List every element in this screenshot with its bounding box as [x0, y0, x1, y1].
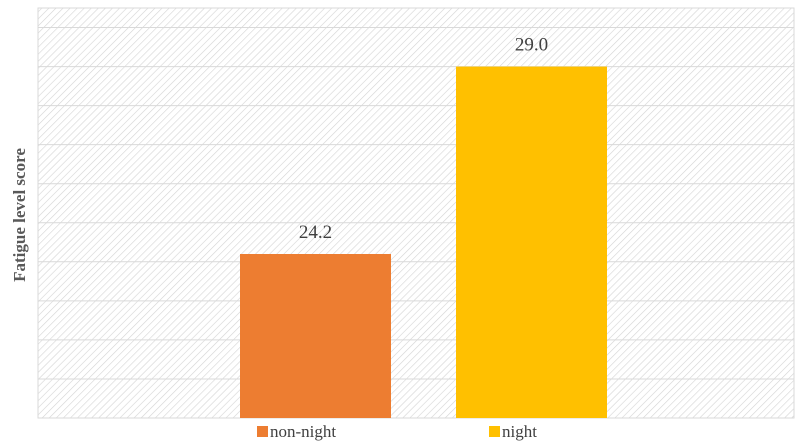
data-label-non-night: 24.2 [299, 222, 332, 243]
legend: non-night night [257, 422, 537, 441]
legend-swatch-non-night [257, 426, 268, 437]
bars [240, 66, 607, 419]
legend-label-night: night [502, 422, 537, 441]
y-axis-label: Fatigue level score [10, 148, 29, 282]
bar-non-night [240, 254, 391, 418]
data-labels: 24.2 29.0 [299, 35, 548, 243]
bar-night [456, 66, 607, 419]
legend-label-non-night: non-night [270, 422, 336, 441]
legend-swatch-night [489, 426, 500, 437]
data-label-night: 29.0 [515, 35, 548, 56]
gridlines [38, 27, 794, 380]
plot-area-background [37, 7, 795, 419]
